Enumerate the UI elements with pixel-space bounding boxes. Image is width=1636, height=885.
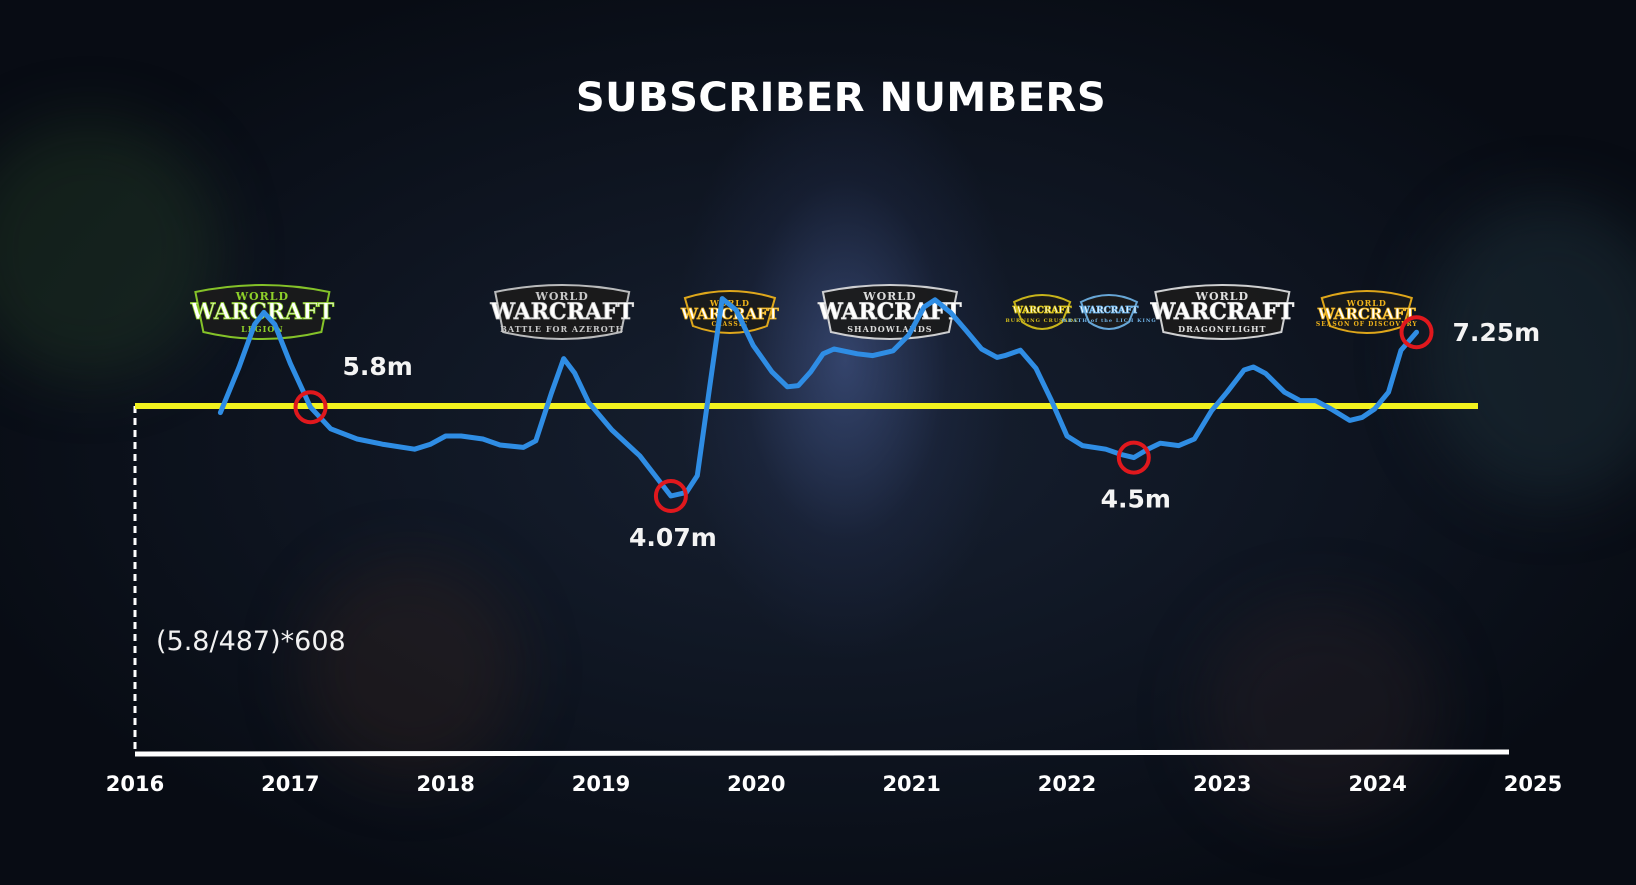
- logo-sub-text: SHADOWLANDS: [847, 324, 932, 334]
- logo-sub-text: LEGION: [241, 324, 284, 334]
- logo-main-text: WARCRAFT: [489, 299, 634, 325]
- x-tick-label: 2016: [106, 772, 164, 796]
- x-tick-label: 2024: [1348, 772, 1406, 796]
- logo-main-text: WARCRAFT: [190, 299, 335, 325]
- x-tick-label: 2023: [1193, 772, 1251, 796]
- logo-main-text: WARCRAFT: [680, 305, 780, 323]
- background-glow-left: [0, 120, 220, 380]
- x-tick-label: 2022: [1038, 772, 1096, 796]
- logo-main-text: WARCRAFT: [1317, 305, 1417, 323]
- logo-sub-text: BATTLE FOR AZEROTH: [500, 324, 624, 334]
- annotation-circle: [293, 390, 328, 425]
- x-axis-line: [134, 749, 1510, 757]
- formula-annotation: (5.8/487)*608: [156, 626, 346, 657]
- logo-sub-text: BURNING CRUSADE: [1005, 318, 1078, 324]
- annotation-label: 7.25m: [1453, 318, 1541, 347]
- logo-crest: [1079, 294, 1139, 330]
- logo-crest: [493, 284, 631, 340]
- logo-top-text: WORLD: [1346, 298, 1387, 308]
- series-line: [217, 296, 1419, 499]
- logo-crest: [1012, 294, 1072, 330]
- background-glow-right: [1420, 200, 1636, 500]
- annotation-markers: 5.8m 4.07m 4.5m 7.25m: [293, 315, 1541, 552]
- x-tick-label: 2019: [572, 772, 630, 796]
- x-tick-label: 2018: [416, 772, 474, 796]
- logo-main-text: WARCRAFT: [1012, 306, 1072, 316]
- annotation-circle: [1116, 440, 1151, 475]
- wrath-of-the-lich-king-classic-logo: WARCRAFT WRATH of the LICH KING: [1060, 294, 1156, 330]
- annotation-circle: [1399, 315, 1434, 350]
- logo-crest: [1320, 290, 1414, 334]
- logo-main-text: WARCRAFT: [1079, 306, 1139, 316]
- logo-sub-text: CLASSIC: [712, 321, 749, 328]
- chart-title: SUBSCRIBER NUMBERS: [576, 75, 1106, 121]
- logo-crest: [1154, 284, 1291, 340]
- logo-top-text: WORLD: [534, 290, 588, 303]
- logo-crest: [683, 290, 777, 334]
- logo-sub-text: WRATH of the LICH KING: [1060, 318, 1156, 324]
- annotation-label: 4.07m: [629, 523, 717, 552]
- x-tick-label: 2025: [1504, 772, 1562, 796]
- x-tick-label: 2017: [261, 772, 319, 796]
- x-tick-labels: 2016 2017 2018 2019 2020 2021 2022 2023 2024 2025: [106, 772, 1562, 796]
- background-glow-bottom-left: [300, 560, 520, 780]
- x-tick-label: 2020: [727, 772, 785, 796]
- x-tick-label: 2021: [882, 772, 940, 796]
- logo-top-text: WORLD: [235, 290, 289, 303]
- logo-sub-text: DRAGONFLIGHT: [1178, 324, 1266, 334]
- background-glow-bottom-right: [1200, 600, 1440, 820]
- burning-crusade-classic-logo: WARCRAFT BURNING CRUSADE: [1005, 294, 1078, 330]
- logo-sub-text: SEASON OF DISCOVERY: [1316, 321, 1418, 328]
- annotation-label: 4.5m: [1101, 485, 1171, 514]
- logo-main-text: WARCRAFT: [1150, 299, 1295, 325]
- logo-top-text: WORLD: [1195, 290, 1249, 303]
- logo-top-text: WORLD: [862, 290, 916, 303]
- annotation-label: 5.8m: [343, 352, 413, 381]
- annotation-circle: [653, 479, 688, 513]
